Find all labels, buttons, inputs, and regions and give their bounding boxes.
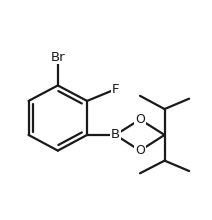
Text: B: B — [111, 128, 120, 141]
Text: F: F — [112, 83, 119, 96]
Text: O: O — [135, 144, 145, 157]
Text: O: O — [135, 113, 145, 126]
Text: Br: Br — [50, 51, 65, 64]
